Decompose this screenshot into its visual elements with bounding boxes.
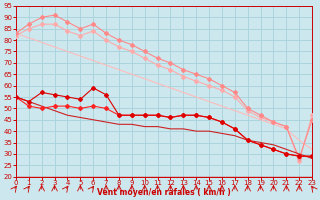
X-axis label: Vent moyen/en rafales ( km/h ): Vent moyen/en rafales ( km/h ) xyxy=(97,188,231,197)
